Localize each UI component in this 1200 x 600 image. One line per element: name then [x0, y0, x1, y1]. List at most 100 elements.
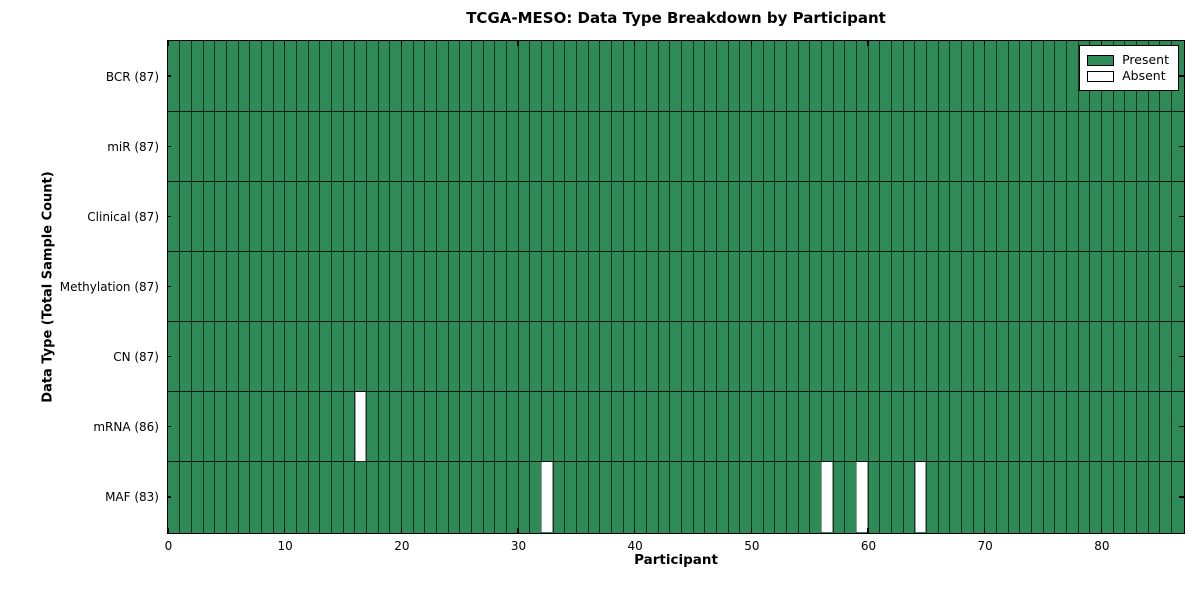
x-tick-top	[284, 41, 286, 46]
cell-border-vertical	[190, 41, 192, 533]
cell-border-vertical	[622, 41, 624, 533]
x-tick-top	[634, 41, 636, 46]
y-tick-left	[168, 75, 171, 77]
cell-border-vertical	[202, 41, 204, 533]
x-tick-top	[750, 41, 752, 46]
cell-border-vertical	[634, 41, 636, 533]
x-tick-label: 60	[860, 539, 877, 553]
absent-cell	[354, 391, 367, 462]
plot-area: Present Absent	[167, 40, 1185, 534]
legend: Present Absent	[1079, 45, 1179, 91]
cell-border-vertical	[354, 41, 356, 533]
cell-border-vertical	[494, 41, 496, 533]
cell-border-vertical	[307, 41, 309, 533]
cell-border-vertical	[284, 41, 286, 533]
x-tick-label: 50	[744, 539, 760, 553]
cell-border-vertical	[1007, 41, 1009, 533]
cell-border-vertical	[809, 41, 811, 533]
cell-border-vertical	[260, 41, 262, 533]
cell-border-vertical	[1124, 41, 1126, 533]
cell-border-vertical	[1042, 41, 1044, 533]
cell-border-vertical	[342, 41, 344, 533]
cell-border-vertical	[995, 41, 997, 533]
y-tick-label: Clinical (87)	[87, 209, 159, 224]
x-tick-top	[400, 41, 402, 46]
x-tick-label: 40	[627, 539, 643, 553]
cell-border-vertical	[400, 41, 402, 533]
cell-border-vertical	[1019, 41, 1021, 533]
present-swatch-icon	[1087, 54, 1115, 66]
y-tick-right	[1179, 75, 1184, 77]
y-tick-label: miR (87)	[107, 139, 159, 154]
y-tick-right	[1179, 215, 1184, 217]
y-tick-label: MAF (83)	[105, 490, 159, 505]
x-tick-label: 0	[164, 539, 173, 553]
cell-border-vertical	[587, 41, 589, 533]
cell-border-vertical	[1077, 41, 1079, 533]
cell-border-vertical	[1170, 41, 1172, 533]
row-border-horizontal	[168, 110, 1184, 112]
cell-border-vertical	[179, 41, 181, 533]
cell-border-vertical	[214, 41, 216, 533]
cell-border-vertical	[599, 41, 601, 533]
cell-border-vertical	[715, 41, 717, 533]
cell-border-vertical	[972, 41, 974, 533]
cell-border-vertical	[832, 41, 834, 533]
x-tick-bottom	[1100, 528, 1102, 533]
x-tick-label: 30	[510, 539, 527, 553]
y-tick-label: BCR (87)	[105, 69, 159, 84]
y-tick-right	[1179, 145, 1184, 147]
x-tick-bottom	[634, 528, 636, 533]
cell-border-vertical	[470, 41, 472, 533]
cell-border-vertical	[365, 41, 367, 533]
y-tick-left	[168, 355, 171, 358]
cell-border-vertical	[879, 41, 881, 533]
cell-border-vertical	[925, 41, 927, 533]
cell-border-vertical	[517, 41, 519, 533]
cell-border-vertical	[739, 41, 741, 533]
cell-border-vertical	[540, 41, 542, 533]
y-tick-right	[1179, 496, 1184, 498]
x-tick-top	[1100, 41, 1102, 46]
cell-border-vertical	[774, 41, 776, 533]
row-border-horizontal	[168, 180, 1184, 182]
cell-border-vertical	[447, 41, 449, 533]
cell-border-vertical	[459, 41, 461, 533]
cell-border-vertical	[890, 41, 892, 533]
cell-border-vertical	[820, 41, 822, 533]
x-tick-label: 10	[277, 539, 293, 553]
y-tick-label: Methylation (87)	[59, 280, 159, 294]
x-tick-top	[517, 41, 519, 46]
cell-border-vertical	[295, 41, 297, 533]
cell-border-vertical	[785, 41, 787, 533]
row-border-horizontal	[168, 320, 1184, 323]
cell-border-vertical	[575, 41, 577, 533]
y-tick-left	[168, 496, 171, 498]
cell-border-vertical	[1100, 41, 1102, 533]
y-tick-right	[1179, 426, 1184, 428]
cell-border-vertical	[1054, 41, 1056, 533]
absent-cell	[856, 461, 868, 532]
cell-border-vertical	[389, 41, 391, 533]
x-tick-bottom	[984, 528, 986, 533]
x-tick-bottom	[517, 528, 519, 533]
cell-border-vertical	[529, 41, 531, 533]
x-tick-label: 20	[394, 539, 410, 553]
cell-border-vertical	[727, 41, 729, 533]
cell-border-vertical	[249, 41, 251, 533]
row-border-horizontal	[168, 250, 1184, 253]
cell-border-vertical	[505, 41, 507, 533]
cell-border-vertical	[645, 41, 647, 533]
cell-border-vertical	[1030, 41, 1032, 533]
y-tick-left	[168, 426, 171, 428]
cell-border-vertical	[680, 41, 682, 533]
cell-border-vertical	[552, 41, 554, 533]
x-tick-label: 70	[977, 539, 993, 553]
cell-border-vertical	[704, 41, 706, 533]
absent-cell	[914, 461, 927, 532]
cell-border-vertical	[1112, 41, 1114, 533]
y-tick-right	[1179, 285, 1184, 288]
cell-border-vertical	[319, 41, 321, 533]
cell-border-vertical	[237, 41, 239, 533]
